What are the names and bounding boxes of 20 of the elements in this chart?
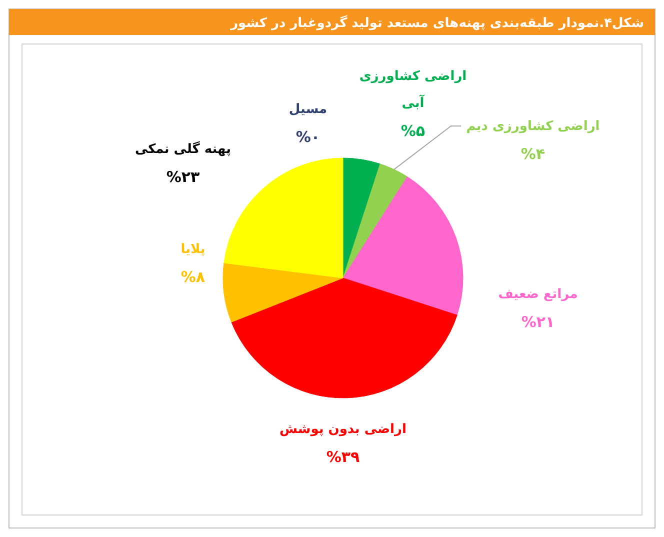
pie-slice bbox=[231, 278, 458, 398]
slice-label: پهنه گلی نمکی bbox=[134, 141, 232, 157]
data-label: %۲۱ bbox=[521, 313, 555, 331]
slice-label: اراضی کشاورزی آبی bbox=[359, 69, 467, 111]
data-label: %۲۳ bbox=[166, 168, 200, 186]
pie-slice bbox=[222, 262, 344, 322]
data-label: %۵ bbox=[400, 122, 426, 140]
slice-label: مراتع ضعیف bbox=[498, 287, 578, 302]
pie-slice bbox=[342, 176, 464, 316]
slice-label: پلایا bbox=[180, 242, 206, 257]
data-label: %۸ bbox=[180, 268, 206, 286]
chart-title: شکل۴.نمودار طبقه‌بندی پهنه‌های مستعد تولید گردوغبار در کشور bbox=[230, 15, 644, 31]
data-label: %۴ bbox=[520, 145, 546, 163]
data-label: %۳۹ bbox=[326, 448, 360, 466]
slice-label: اراضی کشاورزی دیم bbox=[466, 119, 600, 134]
pie-slice bbox=[342, 164, 408, 278]
category-label: مسیل bbox=[288, 102, 328, 117]
pie-slice bbox=[224, 158, 344, 278]
text: %۰ bbox=[296, 128, 320, 146]
slice-label: اراضی بدون پوشش bbox=[280, 422, 406, 437]
